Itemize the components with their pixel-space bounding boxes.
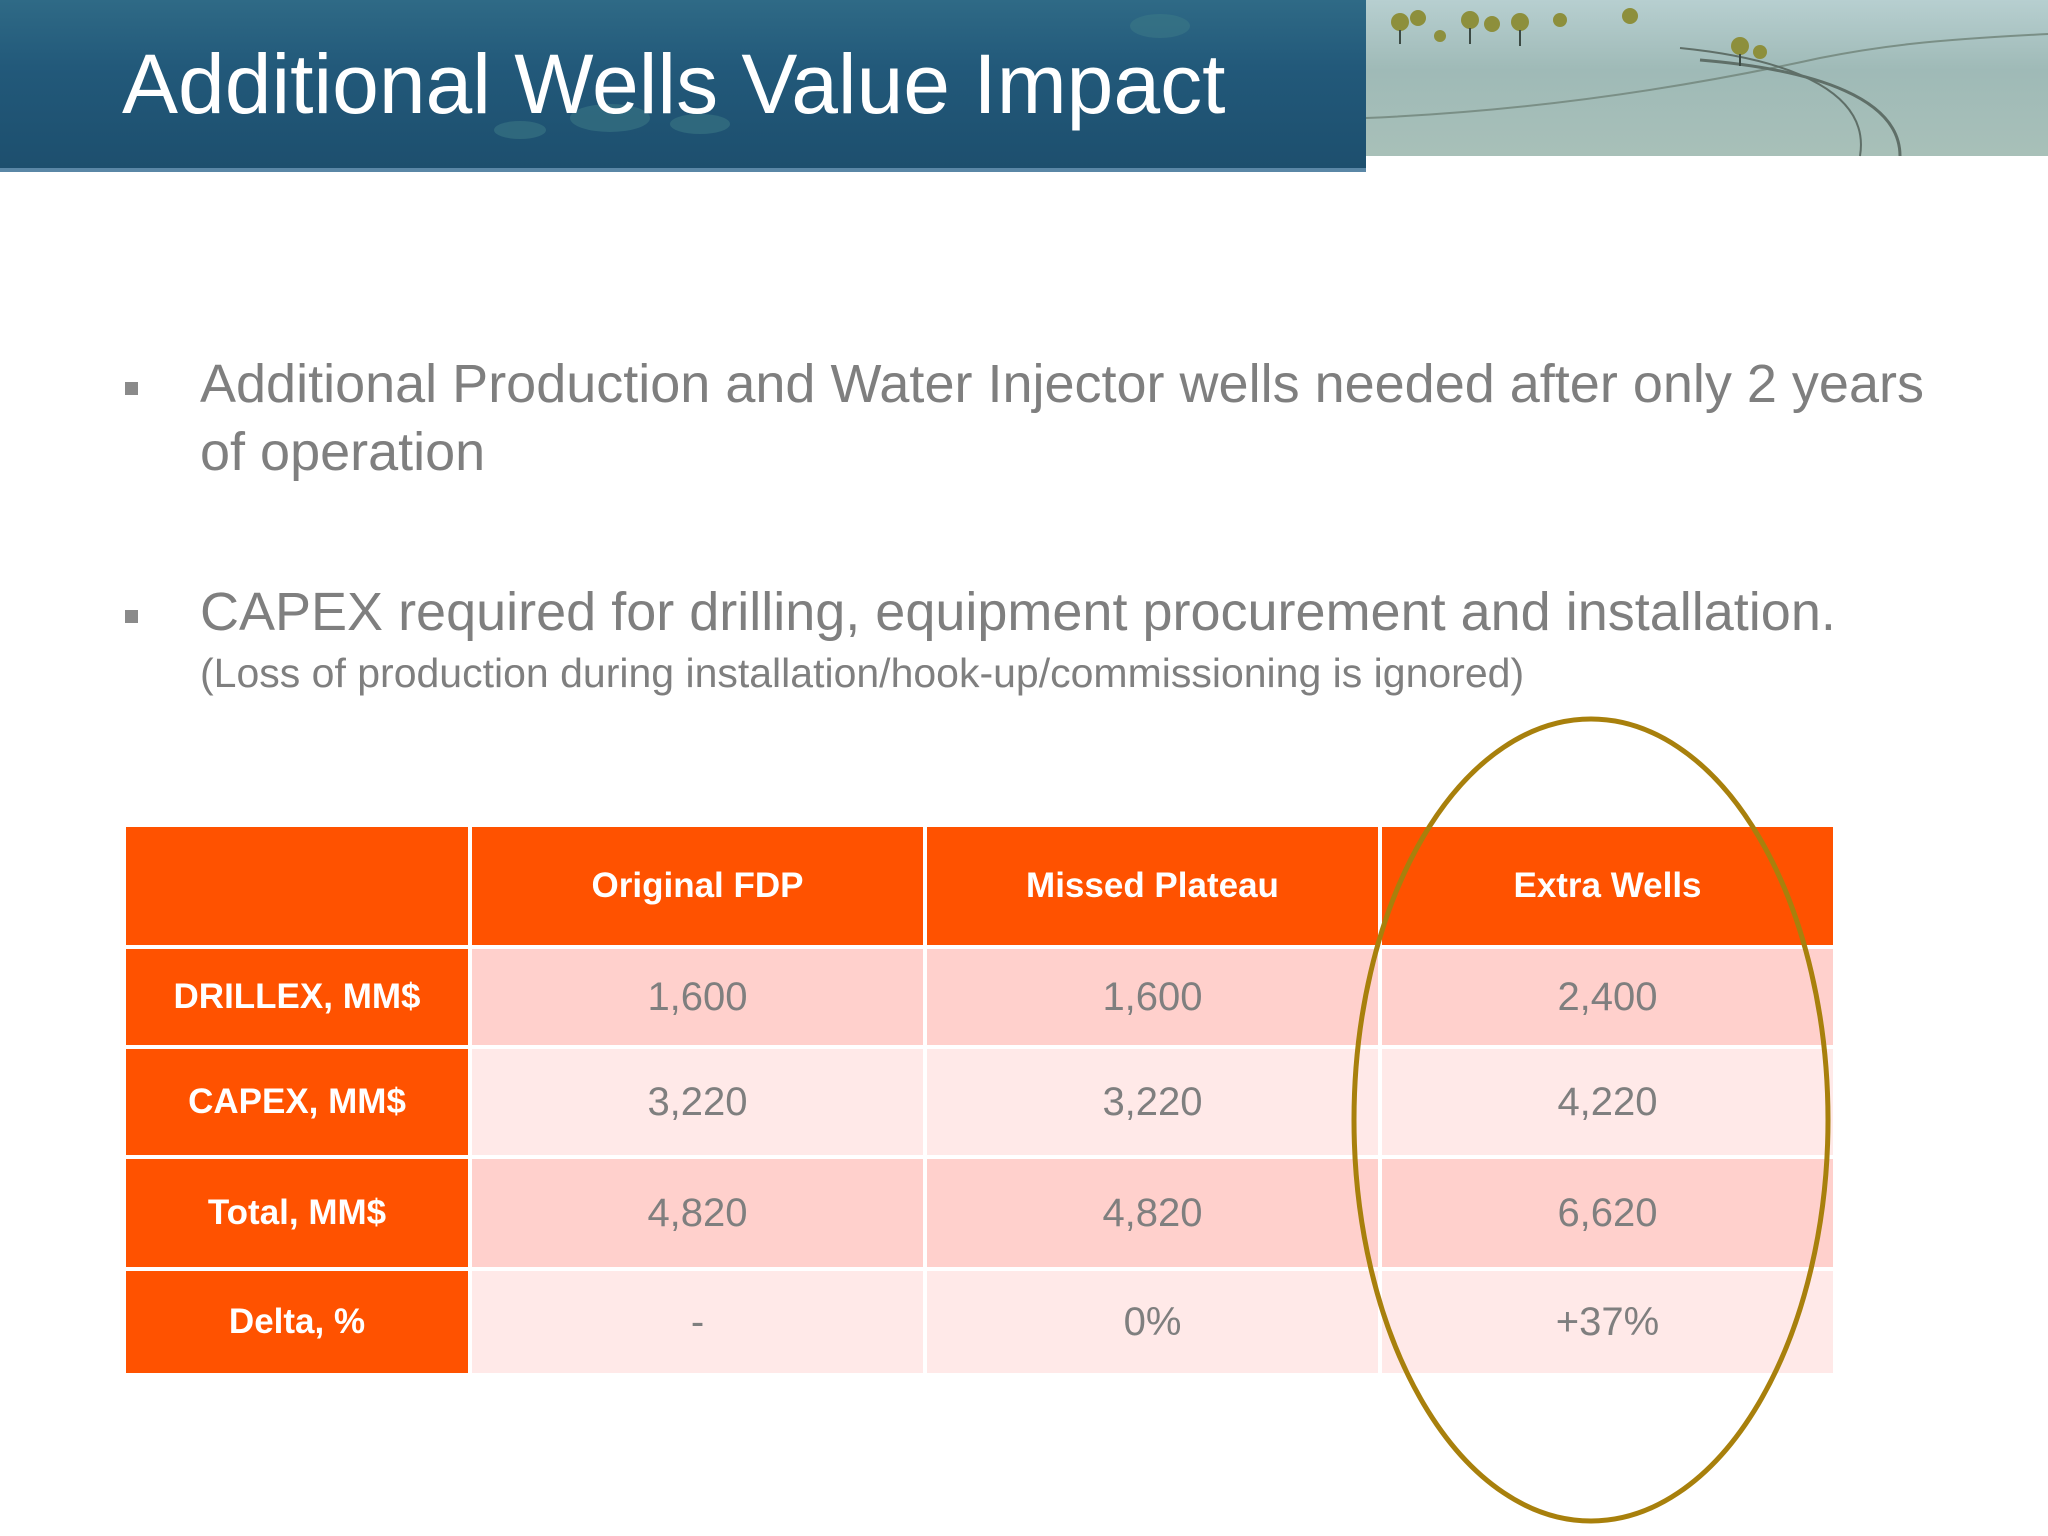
header-cell-extra-wells: Extra Wells xyxy=(1378,823,1837,949)
table-cell: 1,600 xyxy=(468,945,927,1049)
row-label: CAPEX, MM$ xyxy=(122,1045,472,1159)
bullet-square-icon xyxy=(125,382,138,395)
header-banner: Additional Wells Value Impact xyxy=(0,0,2048,172)
header-cell-empty xyxy=(122,823,472,949)
row-label: DRILLEX, MM$ xyxy=(122,945,472,1049)
table-row-delta: Delta, % - 0% +37% xyxy=(122,1267,1837,1377)
table-cell: +37% xyxy=(1378,1267,1837,1377)
table-cell: - xyxy=(468,1267,927,1377)
slide-title: Additional Wells Value Impact xyxy=(122,37,1226,131)
table-cell: 1,600 xyxy=(923,945,1382,1049)
header-cell-original-fdp: Original FDP xyxy=(468,823,927,949)
table-cell: 0% xyxy=(923,1267,1382,1377)
table-cell: 6,620 xyxy=(1378,1155,1837,1271)
header-cell-missed-plateau: Missed Plateau xyxy=(923,823,1382,949)
bullet-text: Additional Production and Water Injector… xyxy=(200,354,1924,482)
table-cell: 2,400 xyxy=(1378,945,1837,1049)
row-label: Total, MM$ xyxy=(122,1155,472,1271)
table-row-total: Total, MM$ 4,820 4,820 6,620 xyxy=(122,1155,1837,1271)
table-row-capex: CAPEX, MM$ 3,220 3,220 4,220 xyxy=(122,1045,1837,1159)
table-cell: 4,820 xyxy=(468,1155,927,1271)
bullet-square-icon xyxy=(125,610,138,623)
landscape-decoration xyxy=(494,8,2048,157)
table-cell: 3,220 xyxy=(468,1045,927,1159)
table-row-drillex: DRILLEX, MM$ 1,600 1,600 2,400 xyxy=(122,945,1837,1049)
cost-comparison-table: Original FDP Missed Plateau Extra Wells … xyxy=(122,823,1837,1377)
row-label: Delta, % xyxy=(122,1267,472,1377)
banner-landscape-image xyxy=(1366,0,2048,156)
table-cell: 4,820 xyxy=(923,1155,1382,1271)
table-header-row: Original FDP Missed Plateau Extra Wells xyxy=(122,823,1837,949)
table-cell: 3,220 xyxy=(923,1045,1382,1159)
bullet-subtext: (Loss of production during installation/… xyxy=(200,650,1525,696)
table-cell: 4,220 xyxy=(1378,1045,1837,1159)
bullet-text: CAPEX required for drilling, equipment p… xyxy=(200,582,1836,642)
